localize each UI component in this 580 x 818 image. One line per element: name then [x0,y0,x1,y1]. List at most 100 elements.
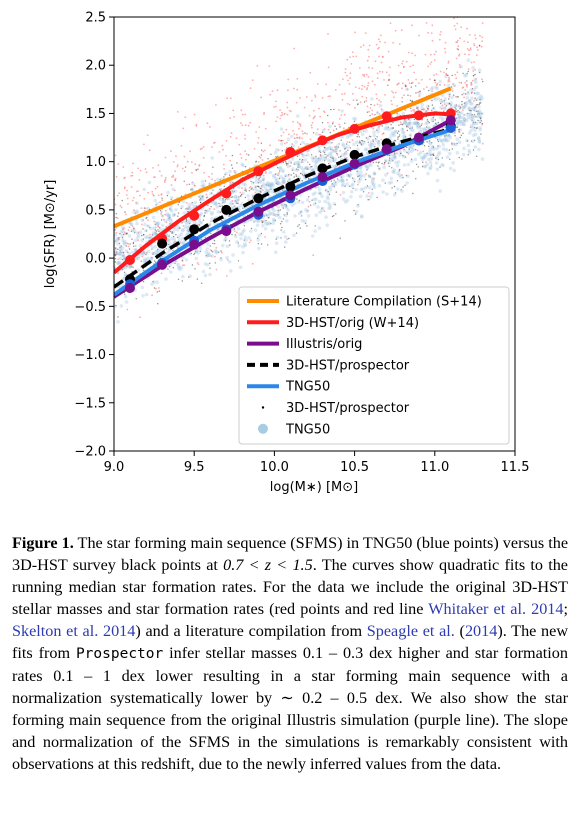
scatter-point [293,172,295,174]
scatter-point [240,109,243,112]
scatter-point [179,227,181,229]
scatter-point [348,172,353,177]
legend-item-illustris-orig: Illustris/orig [247,337,362,352]
scatter-point [365,165,370,169]
scatter-point [434,85,439,89]
scatter-point [281,189,284,191]
scatter-point [403,121,408,125]
scatter-point [320,208,324,213]
scatter-point [384,125,389,130]
scatter-point [387,126,390,128]
scatter-point [400,152,402,154]
scatter-point [146,134,149,137]
scatter-point [215,268,218,271]
scatter-point [122,252,124,254]
scatter-point [152,280,156,284]
scatter-point [356,99,358,101]
scatter-point [256,219,261,223]
scatter-point [360,132,365,137]
scatter-point [229,200,234,205]
legend-label-3d-hst-prospector: 3D-HST/prospector [286,358,410,373]
citation-skelton[interactable]: Skelton et al. 2014 [12,622,136,640]
scatter-point [269,93,271,96]
scatter-point [279,117,282,120]
scatter-point [424,122,429,126]
scatter-point [287,78,290,81]
scatter-point [206,251,211,256]
scatter-point [470,101,474,106]
scatter-point [464,102,468,106]
scatter-point [354,106,356,109]
scatter-point [459,108,461,110]
scatter-point [387,154,389,157]
scatter-point [205,254,207,257]
scatter-point [312,202,317,207]
scatter-point [463,117,467,121]
scatter-point [376,140,381,145]
citation-speagle[interactable]: Speagle et al. [366,622,455,640]
scatter-point [463,114,465,116]
scatter-point [301,170,306,175]
scatter-point [118,252,123,256]
citation-speagle-year[interactable]: 2014 [464,622,498,640]
citation-whitaker[interactable]: Whitaker et al. 2014 [428,600,564,618]
scatter-point [480,133,482,135]
scatter-point [168,242,173,246]
scatter-point [375,161,377,163]
scatter-point [284,205,289,210]
scatter-point [468,53,470,56]
scatter-point [146,224,151,228]
scatter-point [299,97,301,99]
scatter-point [160,211,163,213]
scatter-point [443,47,446,50]
scatter-point [121,199,123,202]
scatter-point [432,107,435,110]
scatter-point [179,232,184,236]
scatter-point [418,82,420,85]
scatter-point [194,268,196,270]
legend-label-3d-hst-orig-w-14: 3D-HST/orig (W+14) [286,316,419,331]
scatter-point [318,191,323,196]
series-line-literature-compilation-s-14 [114,86,452,229]
scatter-point [440,139,444,144]
scatter-point [448,76,450,79]
scatter-point [314,160,319,164]
scatter-point [123,239,127,244]
scatter-point [283,142,286,145]
scatter-point [261,184,265,188]
scatter-point [221,144,224,147]
scatter-point [474,121,477,124]
scatter-point [365,99,368,102]
scatter-point [117,163,120,165]
scatter-point [286,113,289,116]
scatter-point [301,179,304,182]
scatter-point [273,106,275,108]
scatter-point [299,178,301,180]
scatter-point [434,119,436,121]
scatter-point [369,163,373,167]
scatter-point [279,209,281,211]
scatter-point [472,121,476,126]
scatter-point [429,152,433,157]
scatter-point [353,209,355,212]
scatter-point [466,83,468,86]
scatter-point [367,82,370,84]
scatter-point [295,174,297,176]
scatter-point [215,104,217,106]
scatter-point [476,135,481,140]
scatter-point [259,176,262,178]
scatter-point [283,235,288,239]
scatter-point [455,104,458,106]
scatter-point [212,251,214,253]
scatter-point [293,176,295,178]
scatter-point [230,164,233,166]
scatter-point [465,96,470,100]
scatter-point [480,45,483,48]
scatter-point [180,240,184,245]
scatter-point [278,166,283,170]
scatter-point [447,60,450,63]
scatter-point [255,186,257,188]
scatter-point [372,142,376,146]
median-point-illustris-orig-medians [253,206,264,217]
scatter-point [114,229,116,231]
